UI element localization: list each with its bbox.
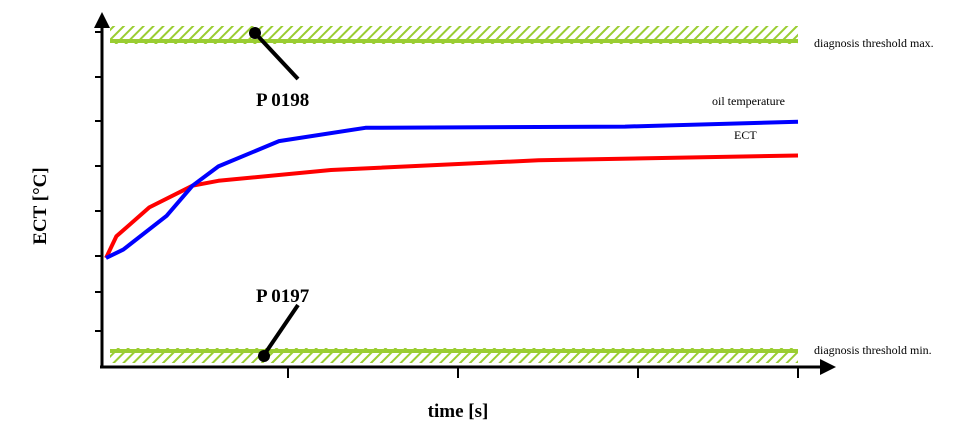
annotation-label-p0198: P 0198 <box>256 90 309 111</box>
series-label-ect: ECT <box>734 128 757 142</box>
series-line-oil-temperature <box>105 119 799 260</box>
threshold-max-label: diagnosis threshold max. <box>814 36 934 50</box>
annotation-p0197 <box>258 303 300 362</box>
x-axis-label: time [s] <box>428 401 489 422</box>
threshold-max-band <box>110 26 798 44</box>
series-line-ect <box>104 153 799 259</box>
y-axis-ticks <box>95 31 102 332</box>
annotation-label-p0197: P 0197 <box>256 286 310 307</box>
y-axis-label: ECT [°C] <box>30 167 51 244</box>
y-axis <box>94 12 110 367</box>
series-label-oil-temperature: oil temperature <box>712 94 785 108</box>
x-axis-ticks <box>287 367 799 378</box>
x-axis <box>100 359 836 375</box>
annotation-p0198 <box>249 27 300 81</box>
threshold-min-band <box>110 348 798 363</box>
threshold-min-label: diagnosis threshold min. <box>814 343 932 357</box>
